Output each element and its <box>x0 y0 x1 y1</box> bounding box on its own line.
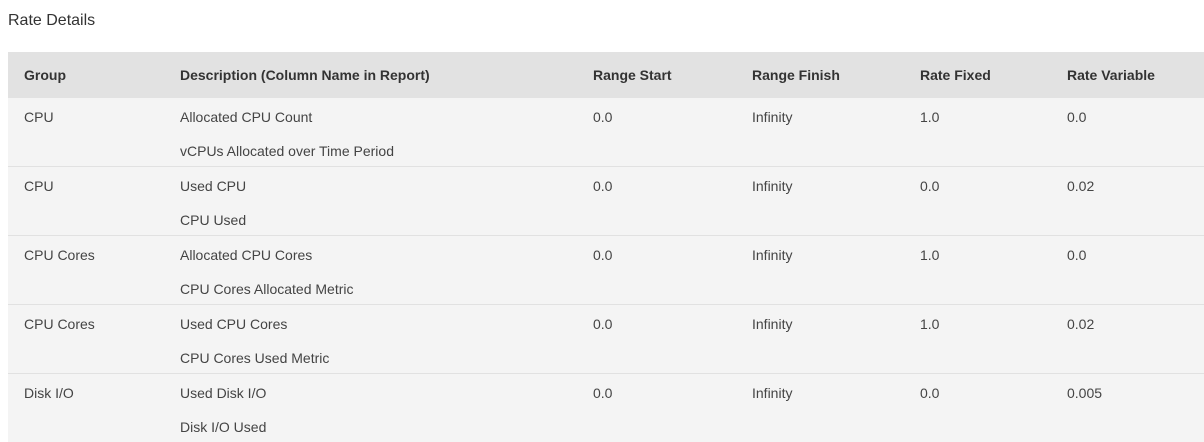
cell-description: Allocated CPU Cores <box>180 247 313 263</box>
cell-description: Used Disk I/O <box>180 385 267 401</box>
cell-range-finish: Infinity <box>752 385 793 401</box>
cell-rate-variable: 0.005 <box>1067 385 1103 401</box>
rate-details-table: Group Description (Column Name in Report… <box>8 52 1204 442</box>
cell-range-start: 0.0 <box>593 109 613 125</box>
cell-range-start: 0.0 <box>593 247 613 263</box>
cell-range-start: 0.0 <box>593 178 613 194</box>
table-row: CPU Allocated CPU Count vCPUs Allocated … <box>8 98 1204 167</box>
cell-range-start: 0.0 <box>593 385 613 401</box>
table-row: CPU Cores Allocated CPU Cores CPU Cores … <box>8 236 1204 305</box>
cell-range-finish: Infinity <box>752 316 793 332</box>
cell-group: Disk I/O <box>24 385 74 401</box>
cell-description: Used CPU Cores <box>180 316 288 332</box>
cell-rate-variable: 0.0 <box>1067 109 1087 125</box>
cell-group: CPU <box>24 178 54 194</box>
cell-column-name: CPU Used <box>180 212 247 228</box>
cell-rate-variable: 0.0 <box>1067 247 1087 263</box>
cell-description: Allocated CPU Count <box>180 109 313 125</box>
cell-rate-variable: 0.02 <box>1067 178 1095 194</box>
cell-group: CPU <box>24 109 54 125</box>
cell-group: CPU Cores <box>24 316 95 332</box>
cell-column-name: Disk I/O Used <box>180 419 267 435</box>
section-title: Rate Details <box>8 12 96 29</box>
table-row: CPU Cores Used CPU Cores CPU Cores Used … <box>8 305 1204 374</box>
cell-rate-fixed: 1.0 <box>920 316 940 332</box>
column-header-range-finish[interactable]: Range Finish <box>752 67 840 83</box>
cell-column-name: vCPUs Allocated over Time Period <box>180 143 394 159</box>
cell-group: CPU Cores <box>24 247 95 263</box>
table-header: Group Description (Column Name in Report… <box>8 52 1204 98</box>
column-header-description[interactable]: Description (Column Name in Report) <box>180 67 430 83</box>
column-header-group[interactable]: Group <box>24 67 66 83</box>
cell-rate-fixed: 0.0 <box>920 178 940 194</box>
cell-rate-fixed: 1.0 <box>920 247 940 263</box>
cell-range-finish: Infinity <box>752 178 793 194</box>
cell-rate-fixed: 0.0 <box>920 385 940 401</box>
cell-column-name: CPU Cores Allocated Metric <box>180 281 354 297</box>
table-row: Disk I/O Used Disk I/O Disk I/O Used 0.0… <box>8 374 1204 442</box>
cell-column-name: CPU Cores Used Metric <box>180 350 330 366</box>
cell-range-start: 0.0 <box>593 316 613 332</box>
column-header-range-start[interactable]: Range Start <box>593 67 672 83</box>
cell-description: Used CPU <box>180 178 247 194</box>
cell-rate-variable: 0.02 <box>1067 316 1095 332</box>
table-row: CPU Used CPU CPU Used 0.0 Infinity 0.0 0… <box>8 167 1204 236</box>
cell-range-finish: Infinity <box>752 109 793 125</box>
column-header-rate-variable[interactable]: Rate Variable <box>1067 67 1155 83</box>
cell-rate-fixed: 1.0 <box>920 109 940 125</box>
cell-range-finish: Infinity <box>752 247 793 263</box>
column-header-rate-fixed[interactable]: Rate Fixed <box>920 67 991 83</box>
